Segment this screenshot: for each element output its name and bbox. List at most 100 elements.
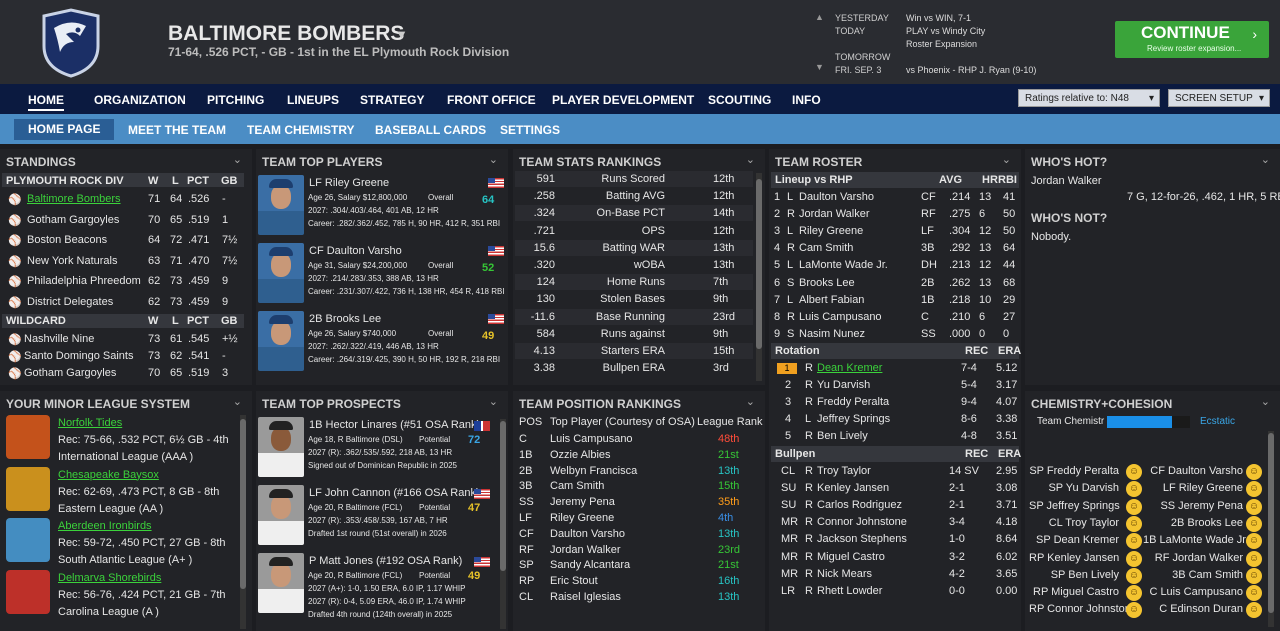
continue-button[interactable]: CONTINUE › Review roster expansion... xyxy=(1115,21,1269,58)
lineup-player[interactable]: Daulton Varsho xyxy=(799,191,875,203)
player-name[interactable]: 2B Brooks Lee xyxy=(309,313,382,325)
prospect-photo[interactable] xyxy=(258,485,304,545)
tab-home-page[interactable]: HOME PAGE xyxy=(14,119,115,140)
position-player[interactable]: Cam Smith xyxy=(550,480,605,493)
rotation-player[interactable]: Freddy Peralta xyxy=(817,396,890,408)
chevron-down-icon[interactable]: ⌄ xyxy=(488,396,498,408)
nav-home[interactable]: HOME xyxy=(28,93,64,111)
bullpen-player[interactable]: Miguel Castro xyxy=(817,550,885,563)
prospect-photo[interactable] xyxy=(258,417,304,477)
standings-team[interactable]: Gotham Gargoyles xyxy=(27,213,120,226)
standings-team[interactable]: Boston Beacons xyxy=(27,234,108,247)
chevron-down-icon[interactable]: ⌄ xyxy=(1260,396,1270,408)
rotation-player[interactable]: Dean Kremer xyxy=(817,362,883,374)
minor-team-name[interactable]: Aberdeen Ironbirds xyxy=(58,520,152,532)
nav-player-development[interactable]: PLAYER DEVELOPMENT xyxy=(552,93,695,107)
chevron-down-icon[interactable]: ⌄ xyxy=(232,396,242,408)
nav-pitching[interactable]: PITCHING xyxy=(207,93,265,107)
scrollbar[interactable] xyxy=(756,173,762,381)
lineup-player[interactable]: Albert Fabian xyxy=(799,293,865,306)
chem-player-left[interactable]: SP Ben Lively xyxy=(1050,568,1119,581)
chem-player-right[interactable]: C Edinson Duran xyxy=(1159,603,1243,616)
position-player[interactable]: Raisel Iglesias xyxy=(550,591,621,603)
position-player[interactable]: Luis Campusano xyxy=(550,433,633,445)
standings-team[interactable]: District Delegates xyxy=(27,296,114,308)
bullpen-player[interactable]: Connor Johnstone xyxy=(817,516,907,529)
bullpen-player[interactable]: Troy Taylor xyxy=(817,465,871,477)
prospect-name[interactable]: 1B Hector Linares (#51 OSA Rank) xyxy=(309,419,481,431)
lineup-player[interactable]: Jordan Walker xyxy=(799,208,870,221)
lineup-player[interactable]: Luis Campusano xyxy=(799,310,882,323)
lineup-player[interactable]: LaMonte Wade Jr. xyxy=(799,259,888,272)
chem-player-left[interactable]: SP Jeffrey Springs xyxy=(1029,499,1120,512)
position-player[interactable]: Daulton Varsho xyxy=(550,527,626,540)
chem-player-left[interactable]: SP Freddy Peralta xyxy=(1029,465,1119,477)
chem-player-left[interactable]: RP Miguel Castro xyxy=(1033,586,1119,599)
chem-player-left[interactable]: SP Dean Kremer xyxy=(1036,534,1119,547)
scrollbar-thumb[interactable] xyxy=(756,179,762,349)
wildcard-team[interactable]: Santo Domingo Saints xyxy=(24,350,134,362)
rotation-player[interactable]: Ben Lively xyxy=(817,430,868,442)
hot-player[interactable]: Jordan Walker xyxy=(1031,175,1102,187)
minor-team-name[interactable]: Chesapeake Baysox xyxy=(58,468,159,481)
team-name[interactable]: BALTIMORE BOMBERS xyxy=(168,22,405,45)
position-player[interactable]: Eric Stout xyxy=(550,575,598,588)
scrollbar-thumb[interactable] xyxy=(240,419,246,589)
chem-player-right[interactable]: 3B Cam Smith xyxy=(1172,568,1243,581)
standings-team[interactable]: Philadelphia Phreedom xyxy=(27,275,141,288)
scrollbar[interactable] xyxy=(500,419,506,629)
minor-team-name[interactable]: Delmarva Shorebirds xyxy=(58,571,162,584)
chevron-down-icon[interactable]: ⌄ xyxy=(488,154,498,166)
bullpen-player[interactable]: Kenley Jansen xyxy=(817,482,890,495)
prospect-photo[interactable] xyxy=(258,553,304,613)
chem-player-right[interactable]: 2B Brooks Lee xyxy=(1170,516,1243,529)
rotation-player[interactable]: Jeffrey Springs xyxy=(817,413,891,425)
lineup-player[interactable]: Nasim Nunez xyxy=(799,327,866,340)
player-name[interactable]: LF Riley Greene xyxy=(309,177,390,189)
position-player[interactable]: Jeremy Pena xyxy=(550,496,615,509)
chevron-down-icon[interactable]: ⌄ xyxy=(1001,154,1011,166)
chem-player-right[interactable]: RF Jordan Walker xyxy=(1154,551,1243,564)
nav-scouting[interactable]: SCOUTING xyxy=(708,93,772,107)
position-player[interactable]: Jordan Walker xyxy=(550,543,621,556)
player-photo[interactable] xyxy=(258,175,304,235)
chem-player-left[interactable]: SP Yu Darvish xyxy=(1048,482,1119,495)
bullpen-player[interactable]: Rhett Lowder xyxy=(817,584,883,597)
lineup-player[interactable]: Brooks Lee xyxy=(799,276,855,289)
chem-player-right[interactable]: CF Daulton Varsho xyxy=(1150,465,1243,477)
chem-player-right[interactable]: SS Jeremy Pena xyxy=(1160,499,1243,512)
chem-player-left[interactable]: CL Troy Taylor xyxy=(1048,516,1119,529)
team-dropdown-icon[interactable]: ▼ xyxy=(395,27,408,42)
schedule-up-icon[interactable]: ▲ xyxy=(815,12,824,22)
screen-setup-select[interactable]: SCREEN SETUP ▾ xyxy=(1168,89,1270,107)
nav-strategy[interactable]: STRATEGY xyxy=(360,93,425,107)
wildcard-team[interactable]: Gotham Gargoyles xyxy=(24,367,117,379)
player-name[interactable]: CF Daulton Varsho xyxy=(309,245,402,257)
prospect-name[interactable]: LF John Cannon (#166 OSA Rank) xyxy=(309,487,480,499)
wildcard-team[interactable]: Nashville Nine xyxy=(24,333,95,345)
tab-meet-the-team[interactable]: MEET THE TEAM xyxy=(128,123,226,137)
lineup-player[interactable]: Riley Greene xyxy=(799,225,864,238)
tab-baseball-cards[interactable]: BASEBALL CARDS xyxy=(375,123,487,137)
position-player[interactable]: Welbyn Francisca xyxy=(550,464,638,477)
chem-player-right[interactable]: C Luis Campusano xyxy=(1149,586,1243,599)
tab-team-chemistry[interactable]: TEAM CHEMISTRY xyxy=(247,123,355,137)
chem-player-left[interactable]: RP Connor Johnstone xyxy=(1029,603,1138,616)
lineup-player[interactable]: Cam Smith xyxy=(799,242,854,255)
tab-settings[interactable]: SETTINGS xyxy=(500,123,561,137)
bullpen-player[interactable]: Nick Mears xyxy=(817,567,873,580)
nav-info[interactable]: INFO xyxy=(792,93,821,107)
chevron-down-icon[interactable]: ⌄ xyxy=(1260,154,1270,166)
scrollbar-thumb[interactable] xyxy=(500,421,506,571)
minor-team-name[interactable]: Norfolk Tides xyxy=(58,417,123,429)
scrollbar-thumb[interactable] xyxy=(1268,433,1274,613)
chem-player-left[interactable]: RP Kenley Jansen xyxy=(1029,551,1120,564)
schedule-down-icon[interactable]: ▼ xyxy=(815,62,824,72)
bullpen-player[interactable]: Carlos Rodriguez xyxy=(817,499,902,512)
scrollbar[interactable] xyxy=(1268,431,1274,627)
chevron-down-icon[interactable]: ⌄ xyxy=(232,154,242,166)
position-player[interactable]: Ozzie Albies xyxy=(550,448,611,461)
player-photo[interactable] xyxy=(258,243,304,303)
ratings-select[interactable]: Ratings relative to: N48 ▾ xyxy=(1018,89,1160,107)
prospect-name[interactable]: P Matt Jones (#192 OSA Rank) xyxy=(309,555,463,567)
